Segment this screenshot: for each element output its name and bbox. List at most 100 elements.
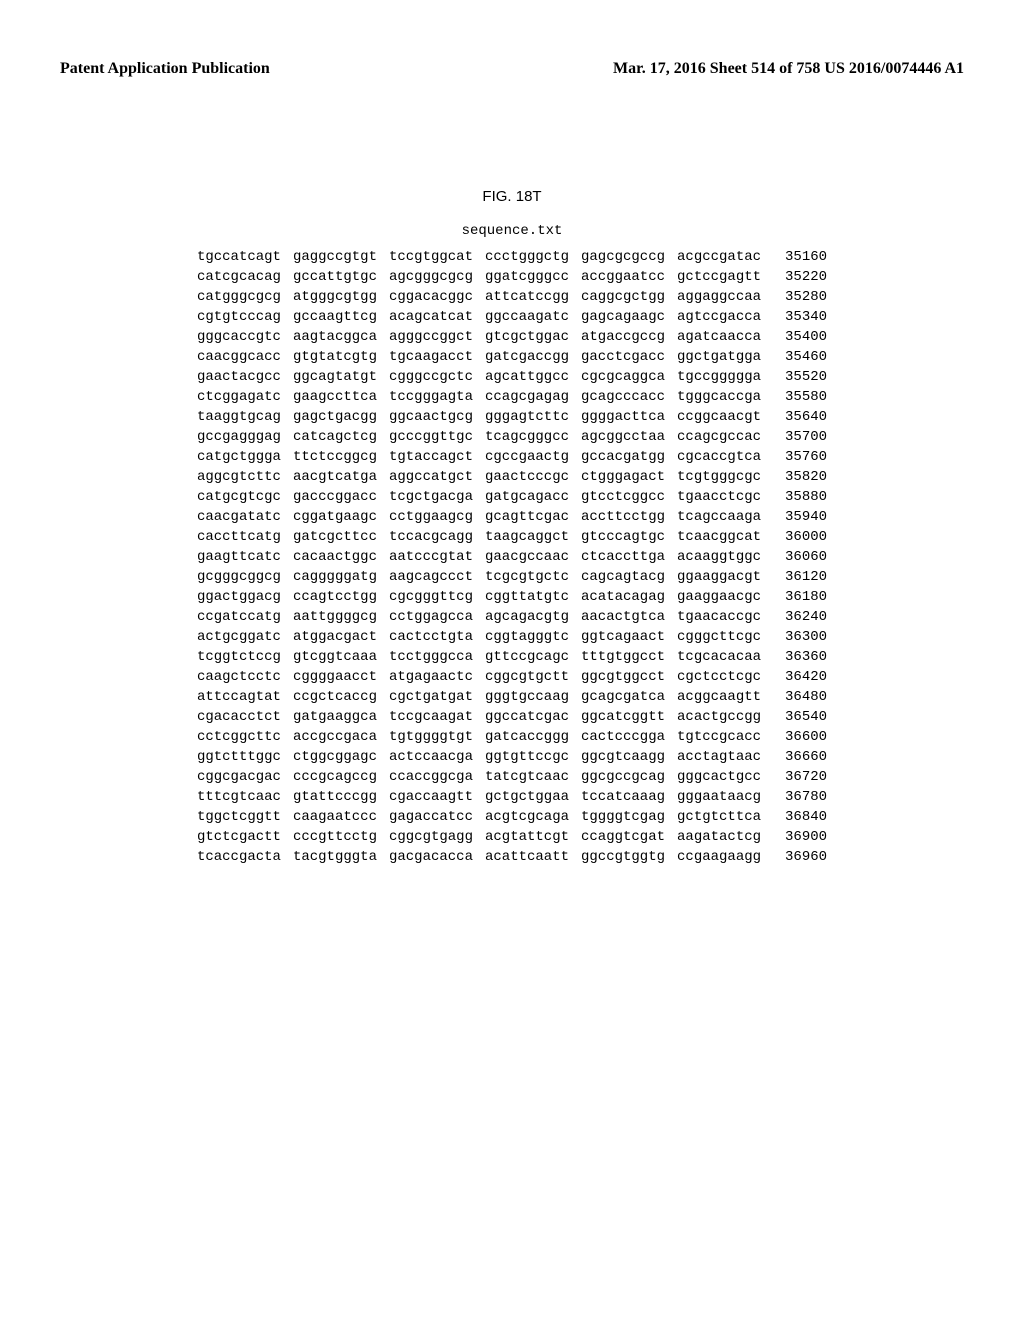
sequence-block: gaagccttca [287,387,383,407]
sequence-block: tcagcgggcc [479,427,575,447]
sequence-block: ggtgttccgc [479,747,575,767]
sequence-row: taaggtgcaggagctgacggggcaactgcggggagtcttc… [191,407,833,427]
sequence-row: tggctcggttcaagaatcccgagaccatccacgtcgcaga… [191,807,833,827]
sequence-block: gatcgaccgg [479,347,575,367]
sequence-block: cctggaagcg [383,507,479,527]
sequence-block: actgcggatc [191,627,287,647]
sequence-block: gagcagaagc [575,307,671,327]
sequence-block: ccgaagaagg [671,847,767,867]
sequence-block: cgctcctcgc [671,667,767,687]
sequence-row: ggtctttggcctggcggagcactccaacgaggtgttccgc… [191,747,833,767]
sequence-row: catgcgtcgcgacccggacctcgctgacgagatgcagacc… [191,487,833,507]
sequence-position: 36420 [767,667,833,687]
sequence-position: 35700 [767,427,833,447]
sequence-position: 35160 [767,247,833,267]
sequence-block: cgcaccgtca [671,447,767,467]
sequence-block: gatgcagacc [479,487,575,507]
sequence-position: 35220 [767,267,833,287]
sequence-block: acactgccgg [671,707,767,727]
sequence-block: tgtaccagct [383,447,479,467]
sequence-block: ctggcggagc [287,747,383,767]
sequence-block: cactcccgga [575,727,671,747]
sequence-block: cgtgtcccag [191,307,287,327]
sequence-block: tgcaagacct [383,347,479,367]
sequence-block: accttcctgg [575,507,671,527]
sequence-block: gttccgcagc [479,647,575,667]
sequence-block: caccttcatg [191,527,287,547]
sequence-position: 35400 [767,327,833,347]
sequence-block: aagtacggca [287,327,383,347]
sequence-block: ccgctcaccg [287,687,383,707]
sequence-block: tgggcaccga [671,387,767,407]
sequence-block: accggaatcc [575,267,671,287]
sequence-block: gggagtcttc [479,407,575,427]
sequence-block: ggatcgggcc [479,267,575,287]
sequence-block: gtcctcggcc [575,487,671,507]
header-left: Patent Application Publication [60,60,270,77]
sequence-position: 36120 [767,567,833,587]
sequence-position: 35760 [767,447,833,467]
sequence-block: ctcaccttga [575,547,671,567]
sequence-block: agcattggcc [479,367,575,387]
sequence-block: tttgtggcct [575,647,671,667]
sequence-block: ggaaggacgt [671,567,767,587]
sequence-block: gcagttcgac [479,507,575,527]
sequence-block: gagaccatcc [383,807,479,827]
sequence-block: ccagcgccac [671,427,767,447]
sequence-block: catcgcacag [191,267,287,287]
sequence-block: tgaacctcgc [671,487,767,507]
sequence-block: tcgtgggcgc [671,467,767,487]
sequence-block: cggatgaagc [287,507,383,527]
sequence-block: tccgtggcat [383,247,479,267]
sequence-block: cgcgggttcg [383,587,479,607]
sequence-block: catgcgtcgc [191,487,287,507]
sequence-block: tcgcacacaa [671,647,767,667]
sequence-block: tcgctgacga [383,487,479,507]
sequence-block: ggccaagatc [479,307,575,327]
sequence-block: cccgttcctg [287,827,383,847]
sequence-row: ggactggacgccagtcctggcgcgggttcgcggttatgtc… [191,587,833,607]
sequence-block: aatcccgtat [383,547,479,567]
sequence-block: gcagcccacc [575,387,671,407]
sequence-row: catgctgggattctccggcgtgtaccagctcgccgaactg… [191,447,833,467]
sequence-block: ttctccggcg [287,447,383,467]
sequence-row: attccagtatccgctcaccgcgctgatgatgggtgccaag… [191,687,833,707]
sequence-block: tcagccaaga [671,507,767,527]
sequence-block: gggaataacg [671,787,767,807]
sequence-block: gaaggaacgc [671,587,767,607]
sequence-block: cggtagggtc [479,627,575,647]
sequence-block: gtctcgactt [191,827,287,847]
sequence-block: acctagtaac [671,747,767,767]
sequence-block: acagcatcat [383,307,479,327]
sequence-block: gatcaccggg [479,727,575,747]
sequence-block: ggggacttca [575,407,671,427]
sequence-block: caacgatatc [191,507,287,527]
sequence-table: tgccatcagtgaggccgtgttccgtggcatccctgggctg… [191,247,833,867]
sequence-row: tgccatcagtgaggccgtgttccgtggcatccctgggctg… [191,247,833,267]
sequence-block: aagcagccct [383,567,479,587]
sequence-block: ggtctttggc [191,747,287,767]
sequence-block: acattcaatt [479,847,575,867]
sequence-row: catcgcacaggccattgtgcagcgggcgcgggatcgggcc… [191,267,833,287]
sequence-position: 36600 [767,727,833,747]
sequence-block: tggctcggtt [191,807,287,827]
sequence-row: cggcgacgaccccgcagccgccaccggcgatatcgtcaac… [191,767,833,787]
sequence-block: tttcgtcaac [191,787,287,807]
sequence-block: acgccgatac [671,247,767,267]
sequence-block: cctcggcttc [191,727,287,747]
sequence-block: attccagtat [191,687,287,707]
sequence-block: catcagctcg [287,427,383,447]
sequence-block: catgctggga [191,447,287,467]
sequence-row: tcaccgactatacgtgggtagacgacaccaacattcaatt… [191,847,833,867]
sequence-block: accgccgaca [287,727,383,747]
sequence-block: gcgggcggcg [191,567,287,587]
sequence-block: ggcgccgcag [575,767,671,787]
sequence-row: ctcggagatcgaagccttcatccgggagtaccagcgagag… [191,387,833,407]
sequence-block: aggaggccaa [671,287,767,307]
sequence-block: atgaccgccg [575,327,671,347]
sequence-block: caggcgctgg [575,287,671,307]
sequence-block: cggttatgtc [479,587,575,607]
sequence-block: gtcggtcaaa [287,647,383,667]
sequence-block: gagctgacgg [287,407,383,427]
sequence-block: aacactgtca [575,607,671,627]
